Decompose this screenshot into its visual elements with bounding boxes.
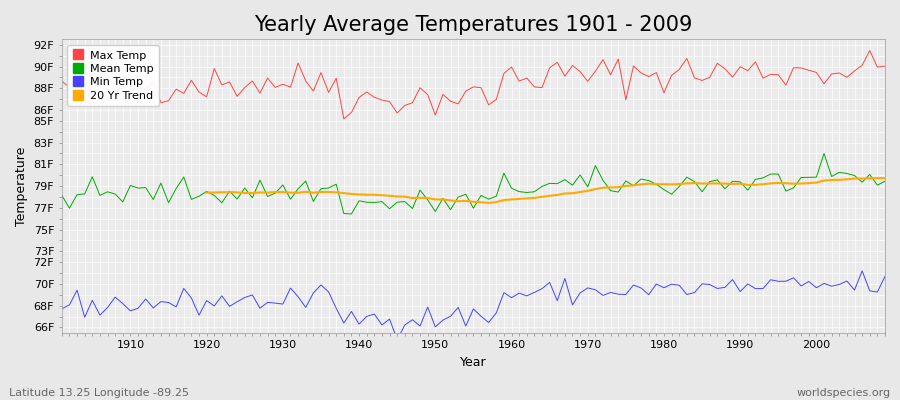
Mean Temp bbox=[879, 179, 890, 184]
Min Temp bbox=[514, 291, 525, 296]
Mean Temp bbox=[819, 151, 830, 156]
Max Temp bbox=[117, 87, 128, 92]
Mean Temp bbox=[331, 182, 342, 186]
Line: Min Temp: Min Temp bbox=[62, 271, 885, 340]
20 Yr Trend bbox=[857, 176, 868, 181]
20 Yr Trend bbox=[292, 190, 303, 195]
Min Temp bbox=[331, 306, 342, 311]
Text: worldspecies.org: worldspecies.org bbox=[796, 388, 891, 398]
20 Yr Trend bbox=[681, 181, 692, 186]
Max Temp bbox=[514, 79, 525, 84]
Legend: Max Temp, Mean Temp, Min Temp, 20 Yr Trend: Max Temp, Mean Temp, Min Temp, 20 Yr Tre… bbox=[68, 45, 158, 106]
Min Temp bbox=[605, 290, 616, 295]
Mean Temp bbox=[605, 188, 616, 193]
20 Yr Trend bbox=[773, 180, 784, 185]
Min Temp bbox=[57, 306, 68, 311]
Max Temp bbox=[57, 79, 68, 84]
Line: Max Temp: Max Temp bbox=[62, 50, 885, 119]
Text: Latitude 13.25 Longitude -89.25: Latitude 13.25 Longitude -89.25 bbox=[9, 388, 189, 398]
Mean Temp bbox=[346, 212, 357, 216]
Title: Yearly Average Temperatures 1901 - 2009: Yearly Average Temperatures 1901 - 2009 bbox=[254, 15, 693, 35]
Min Temp bbox=[857, 268, 868, 273]
X-axis label: Year: Year bbox=[460, 356, 487, 369]
20 Yr Trend bbox=[483, 200, 494, 205]
Max Temp bbox=[879, 64, 890, 68]
Max Temp bbox=[864, 48, 875, 53]
Max Temp bbox=[331, 76, 342, 81]
Mean Temp bbox=[57, 193, 68, 198]
Min Temp bbox=[879, 274, 890, 279]
Max Temp bbox=[285, 85, 296, 90]
Max Temp bbox=[506, 65, 517, 70]
Min Temp bbox=[392, 337, 402, 342]
Min Temp bbox=[117, 301, 128, 306]
20 Yr Trend bbox=[202, 190, 212, 195]
20 Yr Trend bbox=[407, 196, 418, 200]
Mean Temp bbox=[514, 189, 525, 194]
Max Temp bbox=[338, 116, 349, 121]
Min Temp bbox=[285, 286, 296, 290]
Line: 20 Yr Trend: 20 Yr Trend bbox=[207, 178, 885, 203]
Min Temp bbox=[506, 295, 517, 300]
20 Yr Trend bbox=[879, 176, 890, 180]
Max Temp bbox=[605, 72, 616, 77]
Y-axis label: Temperature: Temperature bbox=[15, 146, 28, 226]
20 Yr Trend bbox=[788, 181, 799, 186]
Mean Temp bbox=[285, 197, 296, 202]
Mean Temp bbox=[506, 186, 517, 190]
Line: Mean Temp: Mean Temp bbox=[62, 154, 885, 214]
Mean Temp bbox=[117, 200, 128, 204]
